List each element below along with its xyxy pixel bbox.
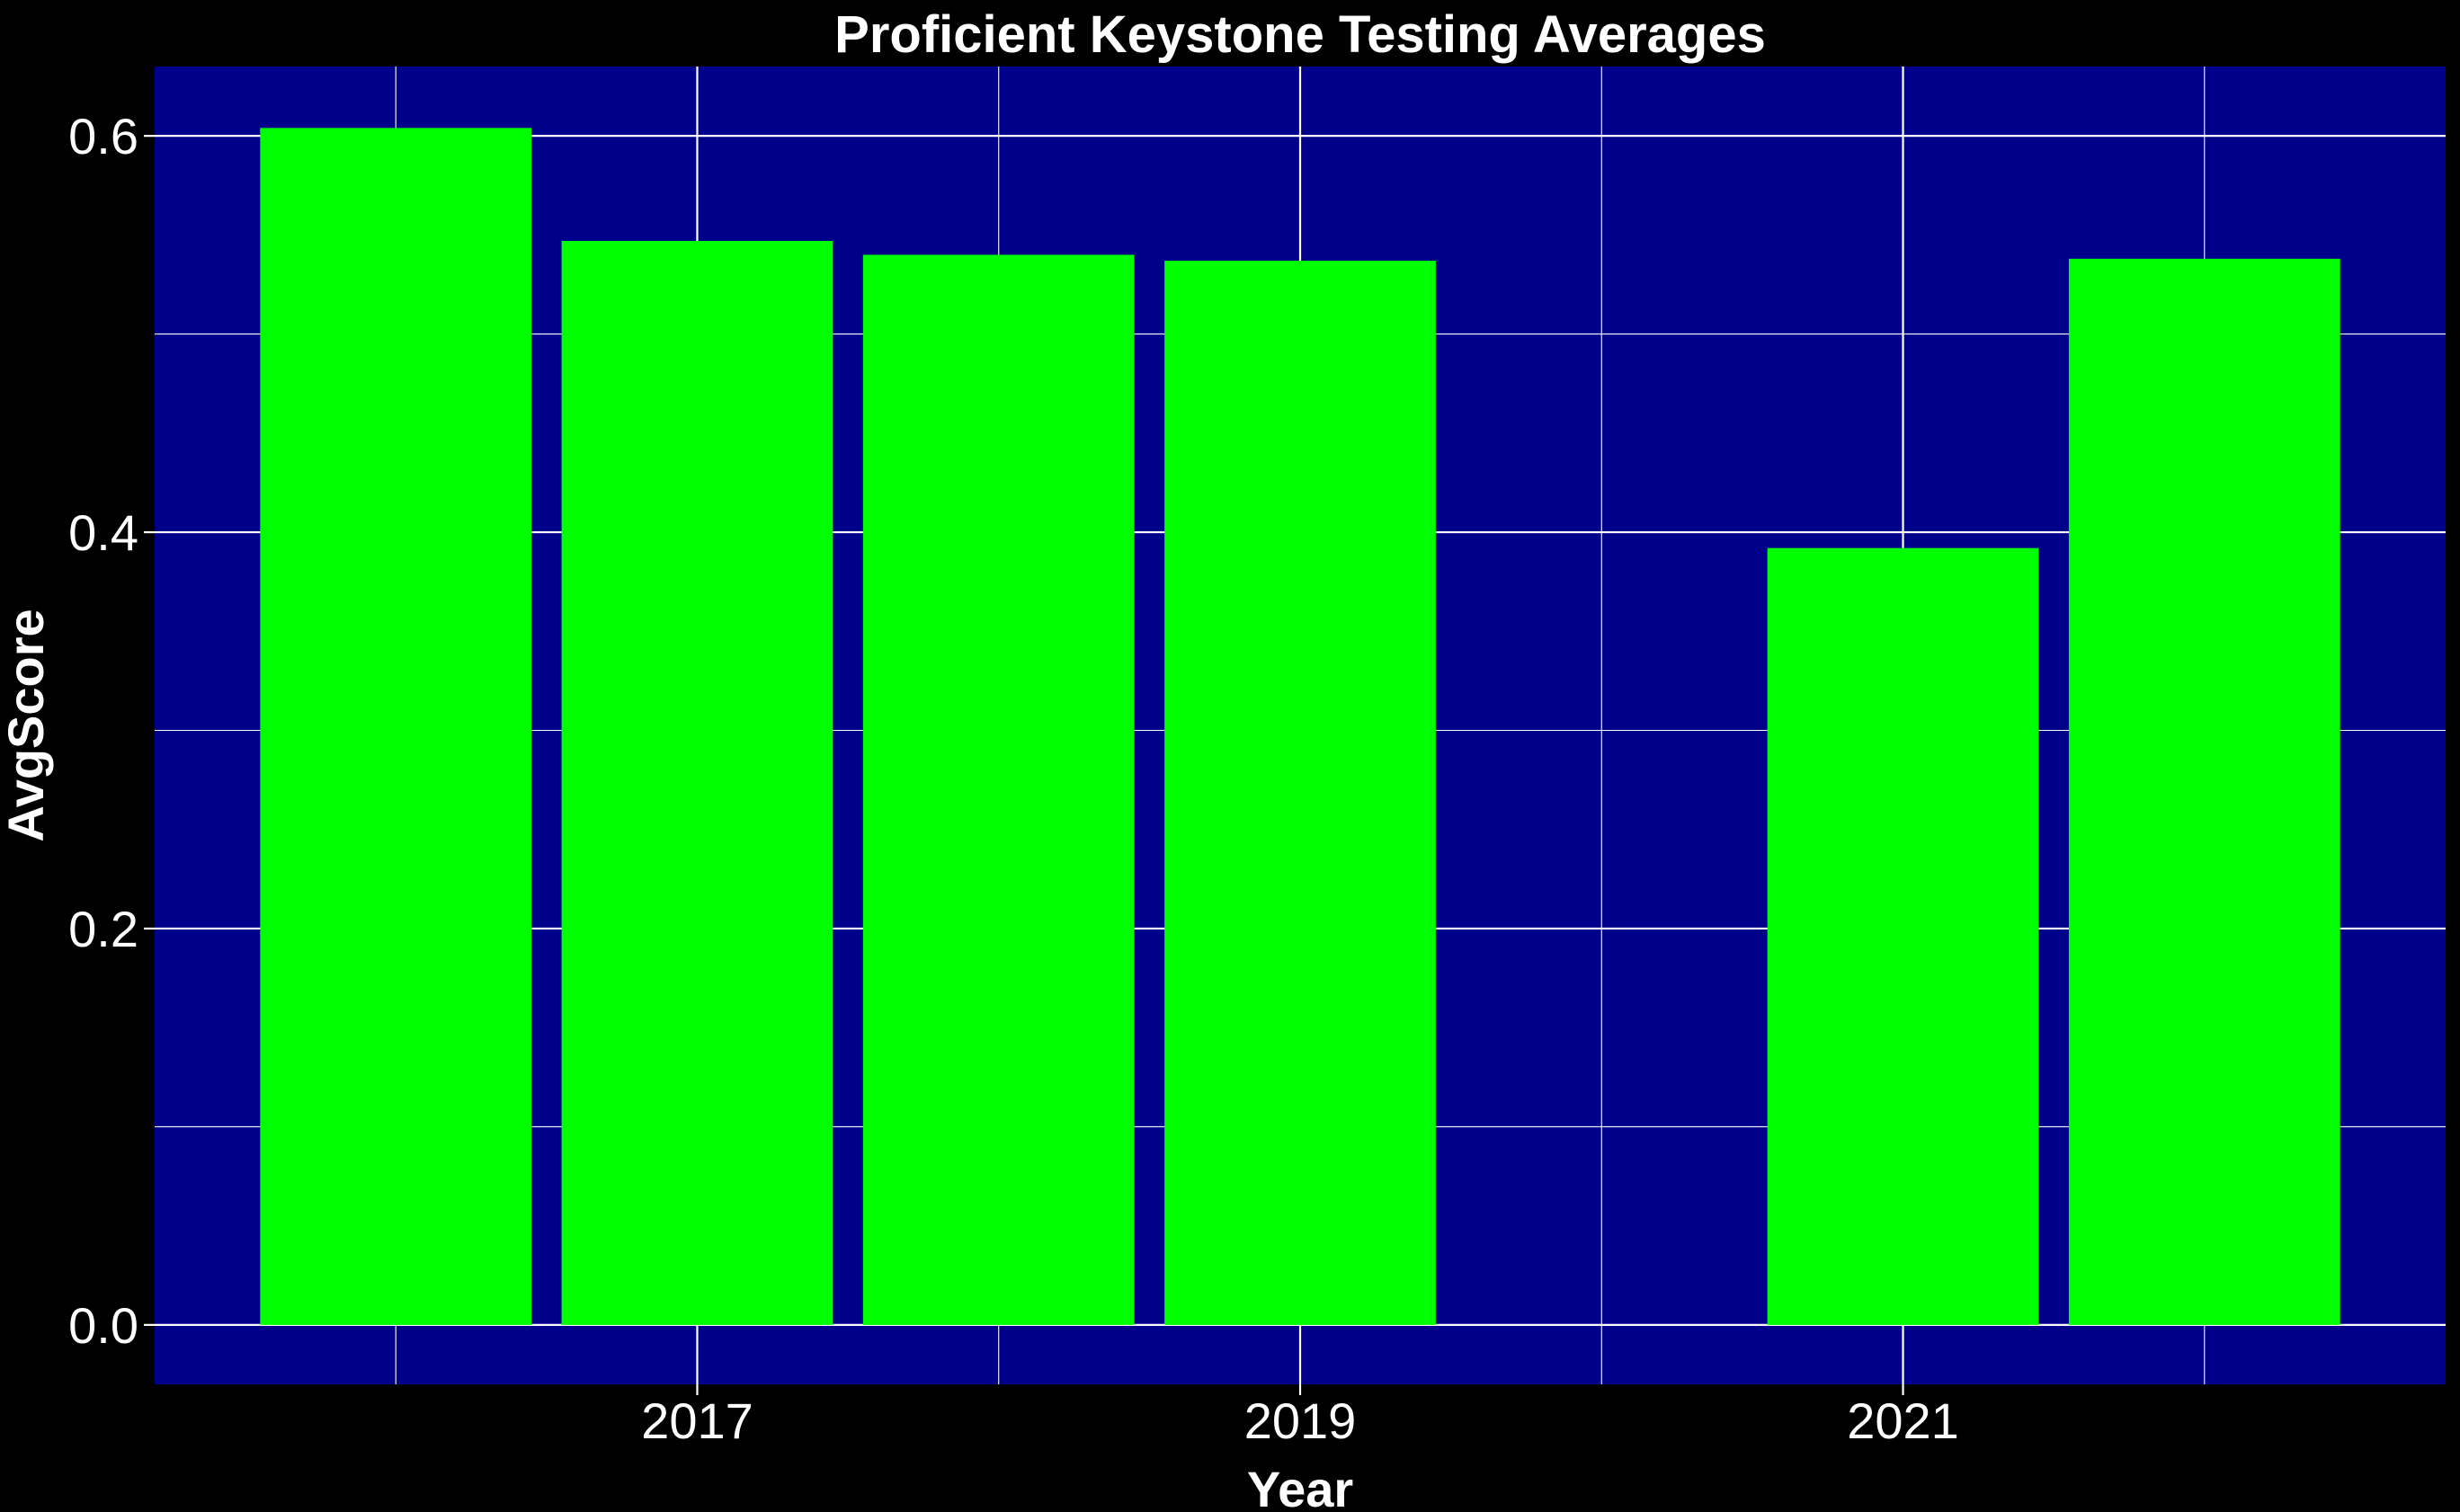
bar-2019 — [1164, 261, 1436, 1325]
bar-2017 — [561, 240, 833, 1325]
x-tick-label: 2021 — [1847, 1392, 1959, 1449]
x-tick-label: 2019 — [1244, 1392, 1357, 1449]
bar-2016 — [260, 128, 532, 1325]
chart-title: Proficient Keystone Testing Averages — [834, 5, 1766, 64]
bar-2021 — [1767, 547, 2039, 1325]
bar-2022 — [2068, 258, 2340, 1325]
bars — [260, 128, 2340, 1325]
y-tick-label: 0.2 — [68, 901, 138, 957]
y-tick-label: 0.0 — [68, 1297, 138, 1354]
bar-2018 — [862, 254, 1135, 1325]
y-tick-label: 0.4 — [68, 504, 138, 561]
y-axis-title: AvgScore — [0, 609, 54, 841]
axis-ticks: 0.0 0.2 0.4 0.6 2017 2019 2021 — [68, 108, 1959, 1449]
x-axis-title: Year — [1247, 1461, 1353, 1512]
x-tick-label: 2017 — [641, 1392, 753, 1449]
y-tick-label: 0.6 — [68, 108, 138, 165]
